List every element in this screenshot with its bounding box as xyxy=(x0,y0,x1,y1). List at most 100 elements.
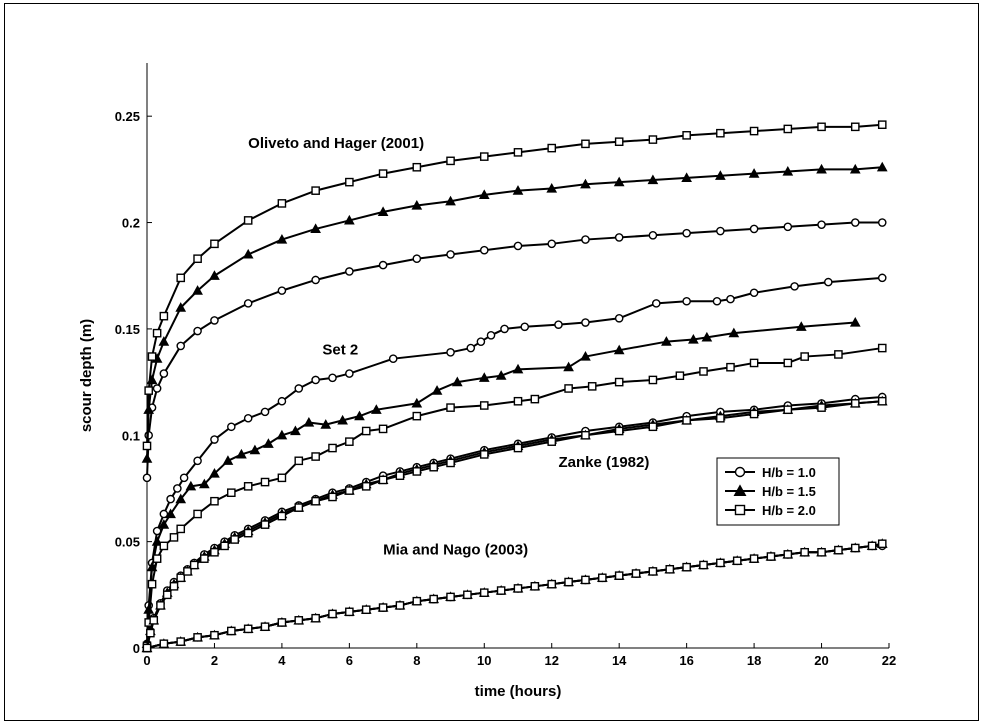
data-point xyxy=(512,363,524,374)
data-point xyxy=(512,185,524,195)
data-point xyxy=(716,226,725,236)
data-point xyxy=(877,396,887,406)
data-point xyxy=(311,375,320,385)
x-tick-label: 4 xyxy=(278,653,286,668)
data-point xyxy=(850,122,860,132)
data-point xyxy=(783,550,793,559)
data-point xyxy=(277,396,287,406)
y-tick-label: 0.2 xyxy=(122,216,140,231)
data-point xyxy=(547,239,557,249)
data-point xyxy=(614,233,624,242)
data-point xyxy=(429,594,438,604)
data-point xyxy=(728,327,740,338)
data-point xyxy=(361,482,371,491)
x-tick-label: 16 xyxy=(679,653,693,668)
data-point xyxy=(877,273,887,283)
y-axis-label: scour depth (m) xyxy=(78,319,95,432)
data-point xyxy=(294,384,304,393)
data-point xyxy=(345,267,354,276)
data-point xyxy=(152,384,162,393)
data-point xyxy=(479,152,489,161)
data-point xyxy=(790,282,799,291)
data-point xyxy=(144,386,153,395)
series-line xyxy=(146,166,883,459)
data-point xyxy=(294,616,304,625)
data-point xyxy=(290,425,301,436)
data-point xyxy=(328,373,337,383)
data-point xyxy=(513,396,523,406)
data-point xyxy=(682,228,691,238)
data-point xyxy=(198,478,210,489)
series-line xyxy=(146,123,883,446)
data-point xyxy=(732,556,742,566)
data-point xyxy=(587,382,597,391)
data-point xyxy=(311,496,320,506)
data-point xyxy=(466,343,476,353)
data-point xyxy=(209,270,220,280)
data-point xyxy=(712,296,722,306)
data-point xyxy=(834,350,843,359)
data-point xyxy=(151,536,163,546)
data-point xyxy=(412,162,422,172)
data-point xyxy=(478,189,490,199)
data-point xyxy=(800,547,809,557)
data-point xyxy=(648,231,658,240)
x-tick-label: 10 xyxy=(477,653,491,668)
data-point xyxy=(688,334,699,344)
data-point xyxy=(142,473,152,483)
data-point xyxy=(147,352,157,361)
data-point xyxy=(451,376,463,387)
data-point xyxy=(176,273,186,283)
data-point xyxy=(547,437,557,446)
data-point xyxy=(648,135,658,144)
data-point xyxy=(149,616,159,625)
x-tick-label: 22 xyxy=(882,653,896,668)
data-point xyxy=(176,341,186,351)
data-point xyxy=(598,573,607,583)
data-point xyxy=(783,405,793,415)
data-point xyxy=(152,328,162,338)
data-point xyxy=(513,584,523,593)
data-point xyxy=(303,416,315,427)
series-mia-and-nago-2003-square xyxy=(142,539,887,653)
data-point xyxy=(479,450,489,459)
series-oliveto-and-hager-2001-circle xyxy=(142,218,887,483)
data-point xyxy=(823,277,833,287)
data-point xyxy=(249,444,261,455)
data-point xyxy=(378,260,388,270)
data-point xyxy=(175,493,187,504)
data-point xyxy=(236,448,247,459)
data-point xyxy=(665,564,675,574)
data-point xyxy=(277,286,287,295)
y-tick-label: 0.15 xyxy=(115,322,140,337)
x-tick-label: 2 xyxy=(211,653,218,668)
data-point xyxy=(546,182,558,193)
data-point xyxy=(446,250,455,259)
data-point xyxy=(716,128,725,138)
data-point xyxy=(166,494,175,504)
data-point xyxy=(581,139,590,149)
data-point xyxy=(230,535,239,544)
data-point xyxy=(158,519,170,529)
data-point xyxy=(513,443,523,453)
data-point xyxy=(159,509,169,519)
data-point xyxy=(193,509,202,519)
data-point xyxy=(141,453,153,463)
data-point xyxy=(613,176,625,187)
data-point xyxy=(614,571,624,580)
data-point xyxy=(446,403,455,412)
data-point xyxy=(877,539,887,549)
data-point xyxy=(277,199,287,208)
data-point xyxy=(354,410,365,421)
data-point xyxy=(726,362,735,372)
data-point xyxy=(651,299,661,308)
data-point xyxy=(614,377,624,387)
data-point xyxy=(446,348,455,357)
y-tick-label: 0.25 xyxy=(115,109,140,124)
data-point xyxy=(867,541,877,551)
data-point xyxy=(260,477,270,487)
data-point xyxy=(227,488,236,498)
data-point xyxy=(210,547,219,557)
x-tick-label: 20 xyxy=(814,653,828,668)
data-point xyxy=(277,511,287,521)
